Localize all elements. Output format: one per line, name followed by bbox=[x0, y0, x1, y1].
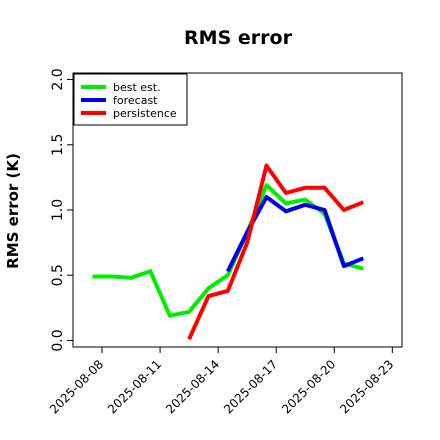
legend-label: best est. bbox=[113, 81, 161, 94]
y-tick-label: 1.0 bbox=[50, 199, 66, 221]
legend-label: persistence bbox=[113, 107, 177, 120]
chart-title: RMS error bbox=[184, 27, 293, 49]
y-tick-label: 2.0 bbox=[50, 68, 66, 90]
y-tick-label: 0.0 bbox=[50, 329, 66, 351]
y-axis-label: RMS error (K) bbox=[4, 153, 22, 269]
y-tick-label: 0.5 bbox=[50, 264, 66, 286]
y-tick-label: 1.5 bbox=[50, 134, 66, 156]
series-line-persistence bbox=[187, 163, 365, 341]
legend-label: forecast bbox=[113, 94, 158, 107]
